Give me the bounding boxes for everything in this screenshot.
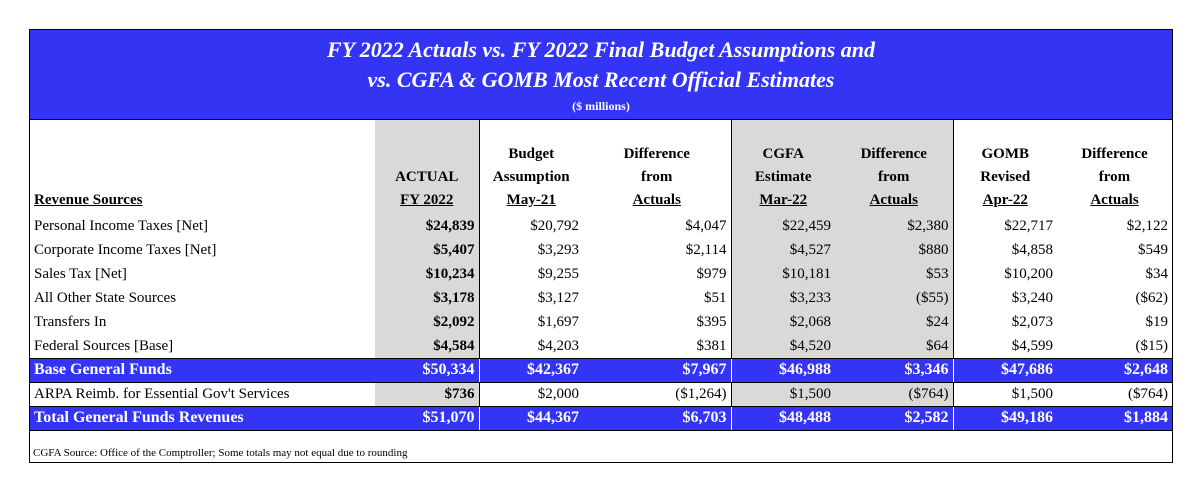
actual-value: $24,839 — [375, 214, 479, 238]
cgfa-value: $3,233 — [730, 286, 835, 310]
budget-diff-value: $381 — [696, 337, 727, 354]
cgfa-value: $22,459 — [730, 214, 835, 238]
budget-diff-value: ($1,264) — [675, 386, 727, 402]
row-label: Base General Funds — [30, 357, 375, 383]
row-label: All Other State Sources — [34, 290, 177, 306]
row-label: Transfers In — [34, 314, 107, 330]
cgfa-diff-value: $3,346 — [835, 357, 953, 383]
budget-diff-value: $7,967 — [583, 357, 731, 383]
gomb-value: $10,200 — [952, 262, 1057, 286]
gomb-value: $4,599 — [952, 334, 1057, 358]
cgfa-value: $4,520 — [730, 334, 835, 358]
gomb-value: $47,686 — [952, 357, 1057, 383]
cgfa-value: $2,068 — [730, 310, 835, 334]
budget-value: $3,293 — [478, 238, 583, 262]
table-row: Sales Tax [Net] $10,234 $9,255 $979 $10,… — [30, 262, 1172, 286]
row-label: Total General Funds Revenues — [30, 405, 375, 431]
budget-value: $9,255 — [478, 262, 583, 286]
budget-value: $44,367 — [478, 405, 583, 431]
revenue-table-panel: FY 2022 Actuals vs. FY 2022 Final Budget… — [29, 29, 1173, 463]
cgfa-diff-value: ($55) — [835, 286, 953, 310]
budget-diff-value: $6,703 — [583, 405, 731, 431]
gomb-value: $2,073 — [952, 310, 1057, 334]
cgfa-value: $4,527 — [730, 238, 835, 262]
table-row: Federal Sources [Base] $4,584 $4,203 $38… — [30, 334, 1172, 358]
cgfa-diff-value: $2,582 — [835, 405, 953, 431]
budget-diff-value: $979 — [696, 266, 727, 282]
gomb-value: $1,500 — [952, 382, 1057, 406]
header-cgfa-diff: Difference from Actuals — [835, 120, 953, 214]
table-row: All Other State Sources $3,178 $3,127 $5… — [30, 286, 1172, 310]
budget-value: $2,000 — [478, 382, 583, 406]
header-revenue-sources: Revenue Sources — [34, 192, 143, 208]
units-note: ($ millions) — [572, 99, 630, 113]
cgfa-diff-value: $24 — [835, 310, 953, 334]
budget-diff-value: $4,047 — [685, 218, 727, 234]
title-line-2: vs. CGFA & GOMB Most Recent Official Est… — [367, 67, 835, 92]
header-actual: ACTUAL FY 2022 — [375, 120, 479, 214]
cgfa-diff-value: ($764) — [835, 382, 953, 406]
cgfa-value: $10,181 — [730, 262, 835, 286]
cgfa-diff-value: $2,380 — [835, 214, 953, 238]
gomb-value: $3,240 — [952, 286, 1057, 310]
gomb-diff-value: $549 — [1138, 242, 1168, 258]
budget-diff-value: $395 — [696, 314, 727, 330]
gomb-diff-value: $2,122 — [1126, 218, 1168, 234]
gomb-diff-value: ($15) — [1135, 337, 1169, 354]
row-label: Personal Income Taxes [Net] — [34, 218, 209, 234]
header-row: Revenue Sources ACTUAL FY 2022 Budget Assu… — [30, 120, 1172, 214]
gomb-value: $49,186 — [952, 405, 1057, 431]
grand-total-row: Total General Funds Revenues $51,070 $44… — [30, 405, 1172, 431]
actual-value: $4,584 — [375, 334, 479, 358]
gomb-diff-value: $34 — [1145, 266, 1169, 282]
title-banner: FY 2022 Actuals vs. FY 2022 Final Budget… — [30, 30, 1172, 120]
gomb-diff-value: $1,884 — [1057, 405, 1172, 431]
table-row: Transfers In $2,092 $1,697 $395 $2,068 $… — [30, 310, 1172, 334]
budget-diff-value: $51 — [704, 290, 727, 306]
base-total-row: Base General Funds $50,334 $42,367 $7,96… — [30, 357, 1172, 383]
row-label: Sales Tax [Net] — [34, 266, 127, 282]
cgfa-diff-value: $880 — [835, 238, 953, 262]
actual-value: $3,178 — [375, 286, 479, 310]
header-gomb: GOMB Revised Apr-22 — [952, 120, 1057, 214]
actual-value: $51,070 — [375, 405, 479, 431]
actual-value: $736 — [375, 382, 479, 406]
gomb-value: $4,858 — [952, 238, 1057, 262]
gomb-diff-value: ($62) — [1135, 290, 1169, 306]
gomb-diff-value: $19 — [1145, 314, 1169, 330]
budget-value: $1,697 — [478, 310, 583, 334]
source-footnote: CGFA Source: Office of the Comptroller; … — [33, 447, 408, 459]
cgfa-diff-value: $53 — [835, 262, 953, 286]
budget-diff-value: $2,114 — [685, 242, 727, 258]
gomb-value: $22,717 — [952, 214, 1057, 238]
header-budget: Budget Assumption May-21 — [478, 120, 583, 214]
cgfa-value: $1,500 — [730, 382, 835, 406]
gomb-diff-value: ($764) — [1128, 386, 1168, 402]
actual-value: $2,092 — [375, 310, 479, 334]
revenue-table: Revenue Sources ACTUAL FY 2022 Budget Assu… — [30, 120, 1172, 431]
cgfa-value: $46,988 — [730, 357, 835, 383]
cgfa-diff-value: $64 — [835, 334, 953, 358]
actual-value: $5,407 — [375, 238, 479, 262]
cgfa-value: $48,488 — [730, 405, 835, 431]
table-row: Corporate Income Taxes [Net] $5,407 $3,2… — [30, 238, 1172, 262]
title-line-1: FY 2022 Actuals vs. FY 2022 Final Budget… — [326, 37, 876, 62]
table-row: Personal Income Taxes [Net] $24,839 $20,… — [30, 214, 1172, 238]
header-cgfa: CGFA Estimate Mar-22 — [730, 120, 835, 214]
arpa-row: ARPA Reimb. for Essential Gov't Services… — [30, 382, 1172, 406]
actual-value: $10,234 — [375, 262, 479, 286]
row-label: ARPA Reimb. for Essential Gov't Services — [34, 386, 290, 402]
budget-value: $20,792 — [478, 214, 583, 238]
header-gomb-diff: Difference from Actuals — [1081, 146, 1148, 208]
budget-value: $3,127 — [478, 286, 583, 310]
actual-value: $50,334 — [375, 357, 479, 383]
header-budget-diff: Difference from Actuals — [623, 146, 690, 208]
budget-value: $4,203 — [478, 334, 583, 358]
gomb-diff-value: $2,648 — [1057, 357, 1172, 383]
budget-value: $42,367 — [478, 357, 583, 383]
row-label: Federal Sources [Base] — [34, 337, 174, 354]
row-label: Corporate Income Taxes [Net] — [34, 242, 217, 258]
